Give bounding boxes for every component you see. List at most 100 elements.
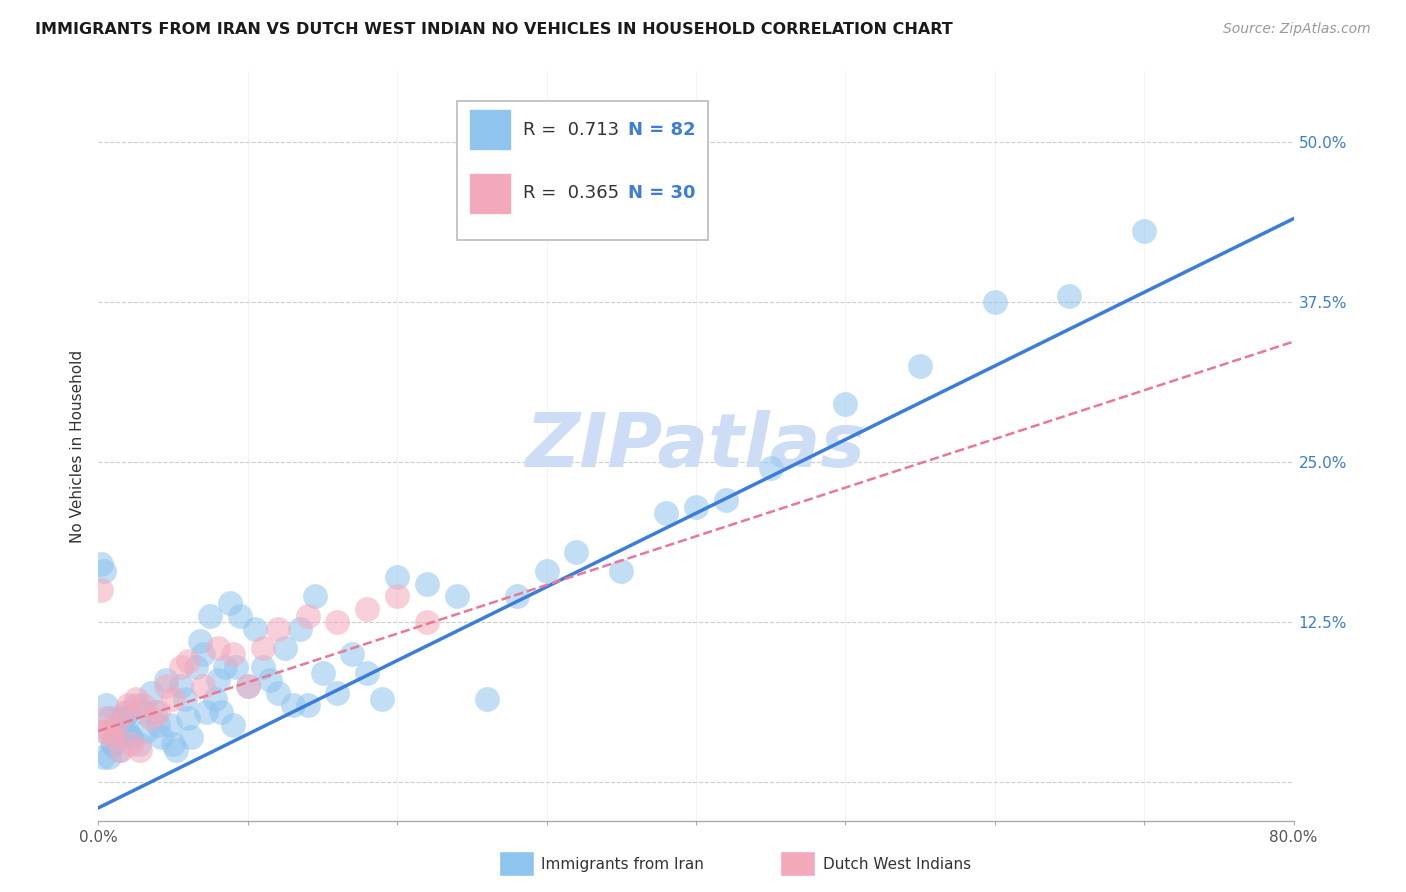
Point <box>191 647 214 661</box>
Point <box>165 743 187 757</box>
Point <box>90 583 112 598</box>
Point <box>416 576 439 591</box>
Text: R =  0.713: R = 0.713 <box>523 120 619 139</box>
Point <box>297 698 319 713</box>
Point <box>356 602 378 616</box>
FancyBboxPatch shape <box>457 102 709 240</box>
Point <box>236 679 259 693</box>
Point <box>259 673 281 687</box>
Point <box>385 590 409 604</box>
Point <box>110 743 132 757</box>
Point <box>148 717 170 731</box>
Point <box>304 590 326 604</box>
Point <box>908 359 931 373</box>
Point <box>120 731 142 745</box>
Point <box>274 640 297 655</box>
Point <box>103 737 125 751</box>
Point <box>94 698 117 713</box>
Point <box>326 615 349 629</box>
Point <box>195 705 218 719</box>
Point <box>104 723 127 738</box>
Point <box>110 711 132 725</box>
Point <box>135 723 157 738</box>
Point <box>506 590 529 604</box>
Point <box>159 717 181 731</box>
Point <box>117 698 139 713</box>
Point <box>714 493 737 508</box>
Point <box>132 705 155 719</box>
Point <box>1133 224 1156 238</box>
Y-axis label: No Vehicles in Household: No Vehicles in Household <box>69 350 84 542</box>
Point <box>416 615 439 629</box>
Point <box>120 737 142 751</box>
Point <box>209 705 232 719</box>
Point <box>114 723 136 738</box>
Point <box>356 666 378 681</box>
Point <box>91 749 114 764</box>
Text: IMMIGRANTS FROM IRAN VS DUTCH WEST INDIAN NO VEHICLES IN HOUSEHOLD CORRELATION C: IMMIGRANTS FROM IRAN VS DUTCH WEST INDIA… <box>35 22 953 37</box>
Text: Source: ZipAtlas.com: Source: ZipAtlas.com <box>1223 22 1371 37</box>
Point <box>446 590 468 604</box>
Point <box>108 743 131 757</box>
Point <box>174 692 197 706</box>
Point <box>297 608 319 623</box>
Point <box>222 717 245 731</box>
Point <box>371 692 394 706</box>
Point <box>207 640 229 655</box>
Point <box>125 692 148 706</box>
Point <box>536 564 558 578</box>
Text: ZIPatlas: ZIPatlas <box>526 409 866 483</box>
Point <box>155 679 177 693</box>
Point <box>97 749 120 764</box>
Point <box>184 660 207 674</box>
Point <box>118 731 141 745</box>
Point <box>162 692 184 706</box>
Point <box>139 711 162 725</box>
Point <box>311 666 333 681</box>
Point <box>204 692 226 706</box>
Point <box>252 640 274 655</box>
Point <box>326 685 349 699</box>
Point <box>565 544 588 558</box>
Text: Dutch West Indians: Dutch West Indians <box>823 857 970 871</box>
Point <box>685 500 707 514</box>
Point <box>125 698 148 713</box>
Point <box>342 647 364 661</box>
Point <box>169 660 191 674</box>
Point <box>98 711 122 725</box>
Point <box>98 723 122 738</box>
Point <box>111 711 134 725</box>
Text: N = 30: N = 30 <box>628 185 696 202</box>
Text: Immigrants from Iran: Immigrants from Iran <box>541 857 704 871</box>
Point <box>93 564 115 578</box>
Point <box>191 679 214 693</box>
FancyBboxPatch shape <box>470 109 510 150</box>
Point <box>162 737 184 751</box>
Point <box>834 397 856 411</box>
Point <box>200 608 222 623</box>
Point <box>245 622 267 636</box>
Point <box>267 622 290 636</box>
Point <box>139 685 162 699</box>
Point <box>132 698 155 713</box>
Point <box>475 692 498 706</box>
Point <box>155 673 177 687</box>
Point <box>115 723 138 738</box>
Point <box>117 705 139 719</box>
Point <box>150 731 173 745</box>
Point <box>105 717 128 731</box>
Point <box>114 705 136 719</box>
Point <box>1059 288 1081 302</box>
Point <box>103 731 125 745</box>
Point <box>214 660 236 674</box>
Point <box>180 731 202 745</box>
Point <box>288 622 311 636</box>
Point <box>94 711 117 725</box>
Text: N = 82: N = 82 <box>628 120 696 139</box>
Point <box>90 558 112 572</box>
Point <box>984 294 1007 309</box>
Point <box>188 634 211 648</box>
Point <box>281 698 304 713</box>
Point <box>143 705 166 719</box>
Point <box>222 647 245 661</box>
